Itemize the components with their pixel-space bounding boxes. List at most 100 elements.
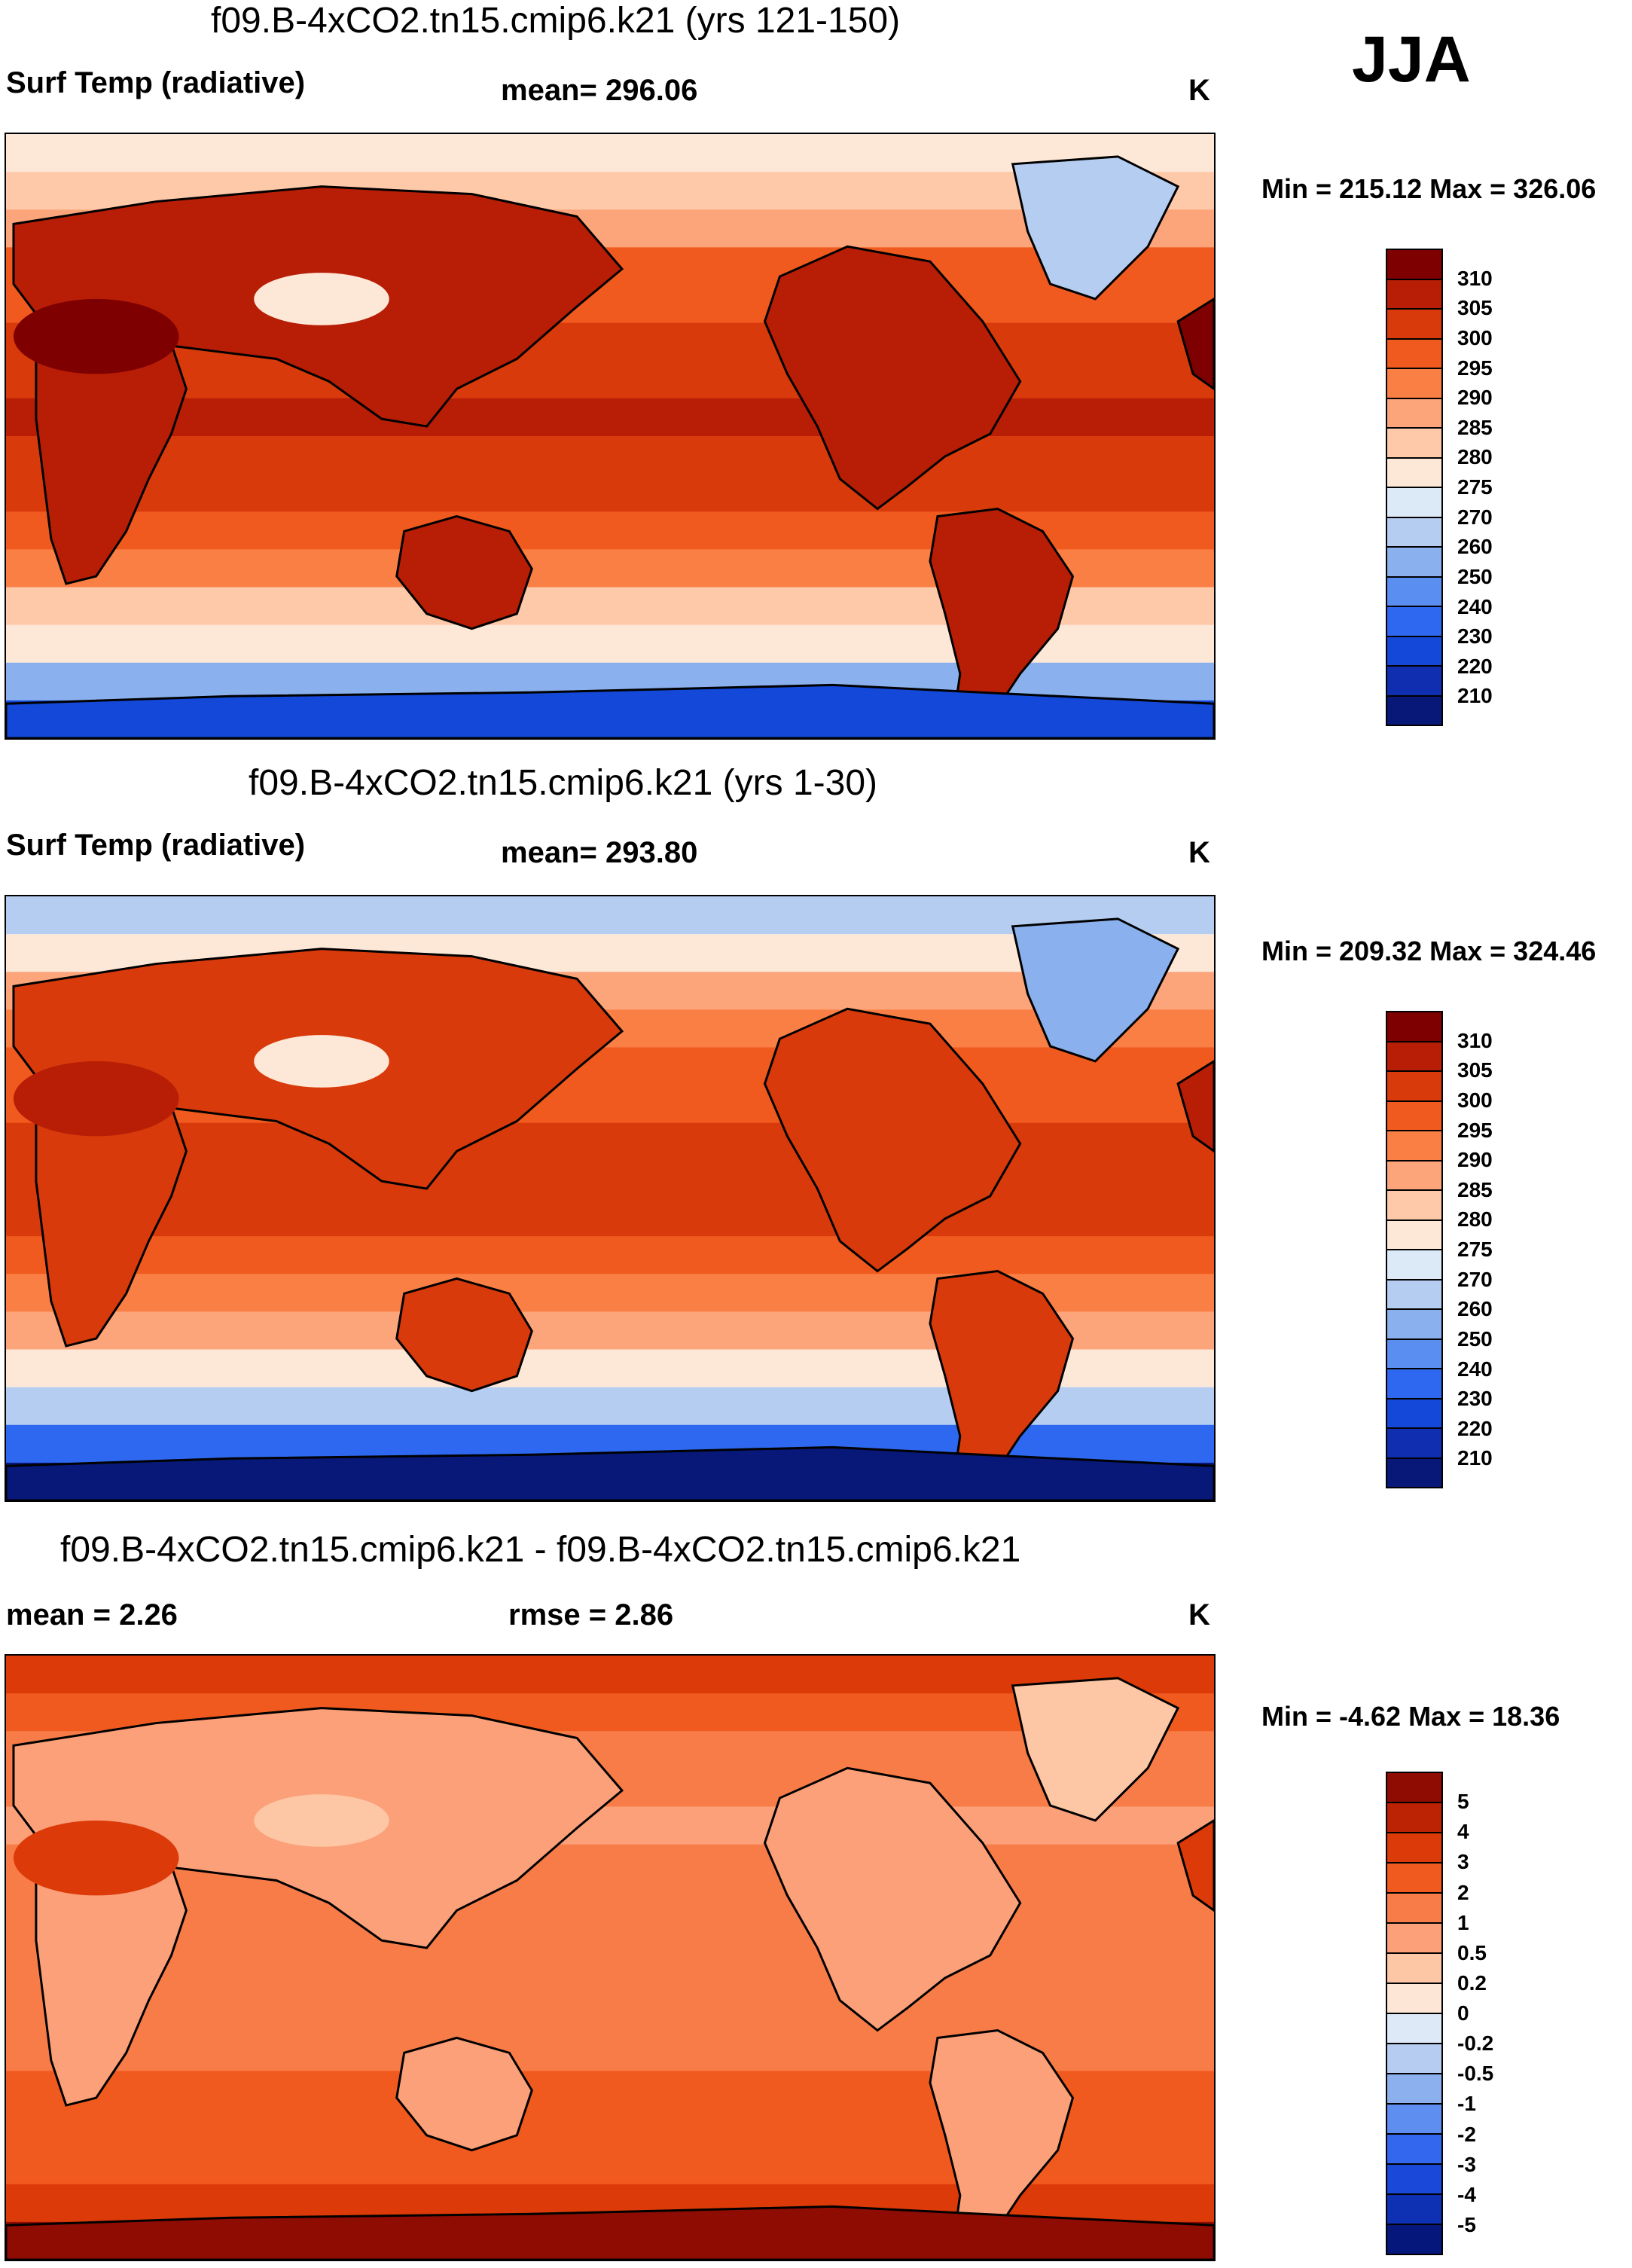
colorbar-tick-label: 0.5 bbox=[1457, 1940, 1487, 1964]
sahara-hot-region bbox=[13, 298, 179, 374]
colorbar-swatch bbox=[1387, 339, 1441, 369]
colorbar-swatch bbox=[1387, 1072, 1441, 1102]
colorbar-tick-label: 240 bbox=[1457, 1357, 1493, 1381]
colorbar-swatch bbox=[1387, 1161, 1441, 1191]
colorbar-tick-label: 300 bbox=[1457, 325, 1493, 350]
panel-3-rmse-label: rmse = 2.86 bbox=[508, 1598, 674, 1632]
colorbar-swatch bbox=[1387, 607, 1441, 637]
colorbar-tick-label: 0 bbox=[1457, 2001, 1469, 2025]
colorbar-swatch bbox=[1387, 696, 1441, 725]
colorbar-swatch bbox=[1387, 1803, 1441, 1833]
colorbar-tick-label: -0.2 bbox=[1457, 2031, 1494, 2056]
colorbar-swatch bbox=[1387, 369, 1441, 399]
colorbar-tick-label: 220 bbox=[1457, 1416, 1493, 1440]
colorbar-tick-label: 295 bbox=[1457, 1118, 1493, 1142]
colorbar-tick-label: 280 bbox=[1457, 445, 1493, 469]
colorbar-tick-label: -0.5 bbox=[1457, 2062, 1494, 2086]
colorbar-tick-label: 310 bbox=[1457, 1028, 1493, 1052]
panel-1-minmax: Min = 215.12 Max = 326.06 bbox=[1261, 173, 1597, 204]
colorbar-tick-label: 305 bbox=[1457, 1058, 1493, 1082]
latitude-band bbox=[6, 474, 1214, 513]
colorbar-tick-label: 290 bbox=[1457, 1148, 1493, 1172]
panel-3-minmax: Min = -4.62 Max = 18.36 bbox=[1261, 1701, 1560, 1732]
colorbar-swatch bbox=[1387, 1339, 1441, 1369]
continent-antarctica bbox=[6, 2205, 1214, 2260]
colorbar-tick-label: 250 bbox=[1457, 564, 1493, 588]
colorbar-swatch bbox=[1387, 1220, 1441, 1250]
colorbar-tick-label: 4 bbox=[1457, 1820, 1469, 1844]
colorbar-tick-label: 280 bbox=[1457, 1207, 1493, 1232]
panel-2-mean-label: mean= 293.80 bbox=[501, 836, 698, 869]
panel-2-map bbox=[5, 895, 1216, 1502]
continent-greenland bbox=[1011, 917, 1180, 1063]
continent-greenland bbox=[1011, 155, 1180, 301]
continent-australia bbox=[395, 2036, 533, 2152]
latitude-band bbox=[6, 360, 1214, 399]
panel-1-map bbox=[5, 133, 1216, 740]
colorbar-tick-label: -2 bbox=[1457, 2122, 1476, 2146]
colorbar-tick-label: 220 bbox=[1457, 654, 1493, 678]
colorbar-swatch bbox=[1387, 1369, 1441, 1400]
tibetan-plateau bbox=[254, 1035, 389, 1088]
colorbar-swatch bbox=[1387, 1864, 1441, 1894]
panel-1-mean-label: mean= 296.06 bbox=[501, 74, 698, 107]
colorbar-swatch bbox=[1387, 1429, 1441, 1459]
latitude-band bbox=[6, 1198, 1214, 1238]
colorbar-swatch bbox=[1387, 279, 1441, 310]
panel-2-variable-label: Surf Temp (radiative) bbox=[6, 829, 306, 862]
colorbar-tick-label: 270 bbox=[1457, 505, 1493, 529]
sahara-hot-region bbox=[13, 1820, 179, 1896]
panel-3-mean-label: mean = 2.26 bbox=[6, 1598, 178, 1632]
colorbar-swatch bbox=[1387, 1131, 1441, 1161]
colorbar-swatch bbox=[1387, 636, 1441, 667]
colorbar-swatch bbox=[1387, 1833, 1441, 1864]
latitude-band bbox=[6, 1995, 1214, 2034]
colorbar-tick-label: 2 bbox=[1457, 1880, 1469, 1904]
colorbar-tick-label: 270 bbox=[1457, 1267, 1493, 1291]
colorbar-tick-label: 285 bbox=[1457, 1177, 1493, 1201]
sahara-hot-region bbox=[13, 1061, 179, 1137]
colorbar-swatch bbox=[1387, 398, 1441, 429]
colorbar-tick-label: 1 bbox=[1457, 1910, 1469, 1934]
colorbar-swatch bbox=[1387, 548, 1441, 578]
latitude-band bbox=[6, 1160, 1214, 1199]
panel-2-minmax: Min = 209.32 Max = 324.46 bbox=[1261, 936, 1597, 966]
colorbar-tick-label: 290 bbox=[1457, 386, 1493, 410]
colorbar-tick-label: 250 bbox=[1457, 1326, 1493, 1351]
latitude-band bbox=[6, 1882, 1214, 1921]
colorbar-swatch bbox=[1387, 1280, 1441, 1310]
panel-3-unit-label: K bbox=[1188, 1598, 1210, 1632]
colorbar-swatch bbox=[1387, 1773, 1441, 1803]
colorbar-tick-label: 0.2 bbox=[1457, 1970, 1487, 1995]
colorbar-tick-label: 300 bbox=[1457, 1088, 1493, 1112]
colorbar-tick-label: 295 bbox=[1457, 356, 1493, 380]
colorbar-swatch bbox=[1387, 1310, 1441, 1340]
colorbar-swatch bbox=[1387, 1894, 1441, 1924]
panel-1-unit-label: K bbox=[1188, 74, 1210, 107]
colorbar-swatch bbox=[1387, 1458, 1441, 1487]
latitude-band bbox=[6, 398, 1214, 437]
latitude-band bbox=[6, 1122, 1214, 1161]
colorbar-swatch bbox=[1387, 2225, 1441, 2254]
colorbar-swatch bbox=[1387, 458, 1441, 488]
colorbar-swatch bbox=[1387, 1012, 1441, 1042]
colorbar-swatch bbox=[1387, 1399, 1441, 1429]
latitude-band bbox=[6, 1919, 1214, 1958]
colorbar-tick-label: 210 bbox=[1457, 684, 1493, 708]
panel-1-variable-label: Surf Temp (radiative) bbox=[6, 66, 306, 99]
continent-north-america bbox=[763, 1766, 1022, 2032]
colorbar-swatch bbox=[1387, 2135, 1441, 2165]
continent-antarctica bbox=[6, 683, 1214, 738]
colorbar-swatch bbox=[1387, 1924, 1441, 1954]
panel-1-title: f09.B-4xCO2.tn15.cmip6.k21 (yrs 121-150) bbox=[211, 1, 901, 41]
colorbar-tick-label: -5 bbox=[1457, 2212, 1476, 2236]
colorbar-tick-label: 275 bbox=[1457, 475, 1493, 499]
panel-2-unit-label: K bbox=[1188, 836, 1210, 869]
continent-north-america bbox=[763, 1007, 1022, 1273]
colorbar-tick-label: 240 bbox=[1457, 594, 1493, 618]
colorbar-swatch bbox=[1387, 1191, 1441, 1221]
colorbar-swatch bbox=[1387, 250, 1441, 280]
colorbar-swatch bbox=[1387, 667, 1441, 697]
colorbar-swatch bbox=[1387, 2014, 1441, 2044]
colorbar-tick-label: 275 bbox=[1457, 1238, 1493, 1261]
